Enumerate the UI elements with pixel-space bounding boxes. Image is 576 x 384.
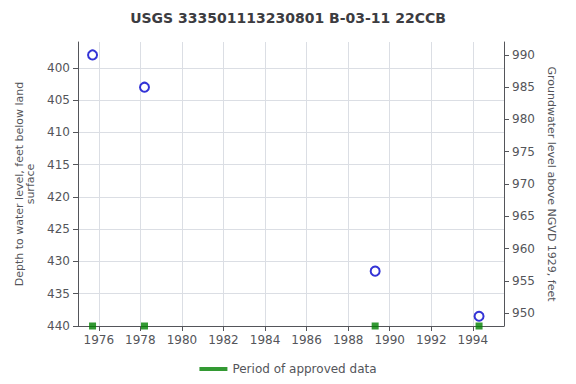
svg-text:410: 410 [47, 125, 70, 139]
svg-text:970: 970 [512, 177, 535, 191]
svg-text:400: 400 [47, 61, 70, 75]
svg-text:430: 430 [47, 254, 70, 268]
svg-text:1990: 1990 [374, 333, 405, 347]
svg-text:1988: 1988 [333, 333, 364, 347]
svg-text:1978: 1978 [125, 333, 156, 347]
svg-text:955: 955 [512, 274, 535, 288]
svg-text:USGS 333501113230801 B-03-11 2: USGS 333501113230801 B-03-11 22CCB [130, 10, 446, 26]
svg-text:1994: 1994 [458, 333, 489, 347]
svg-text:980: 980 [512, 112, 535, 126]
svg-text:950: 950 [512, 306, 535, 320]
svg-text:Period of approved data: Period of approved data [232, 362, 376, 376]
svg-text:1992: 1992 [416, 333, 447, 347]
svg-text:Groundwater level above NGVD 1: Groundwater level above NGVD 1929, feet [545, 66, 558, 302]
svg-text:405: 405 [47, 93, 70, 107]
svg-text:990: 990 [512, 48, 535, 62]
svg-text:surface: surface [24, 163, 37, 204]
svg-text:435: 435 [47, 287, 70, 301]
svg-text:415: 415 [47, 158, 70, 172]
svg-text:960: 960 [512, 242, 535, 256]
svg-text:1982: 1982 [208, 333, 239, 347]
svg-text:975: 975 [512, 145, 535, 159]
svg-text:440: 440 [47, 319, 70, 333]
svg-text:420: 420 [47, 190, 70, 204]
svg-text:425: 425 [47, 222, 70, 236]
svg-text:1986: 1986 [291, 333, 322, 347]
svg-text:985: 985 [512, 80, 535, 94]
svg-text:965: 965 [512, 209, 535, 223]
svg-text:1980: 1980 [167, 333, 198, 347]
svg-text:Depth to water level, feet bel: Depth to water level, feet below land [13, 81, 27, 287]
svg-text:1976: 1976 [84, 333, 115, 347]
svg-text:1984: 1984 [250, 333, 281, 347]
